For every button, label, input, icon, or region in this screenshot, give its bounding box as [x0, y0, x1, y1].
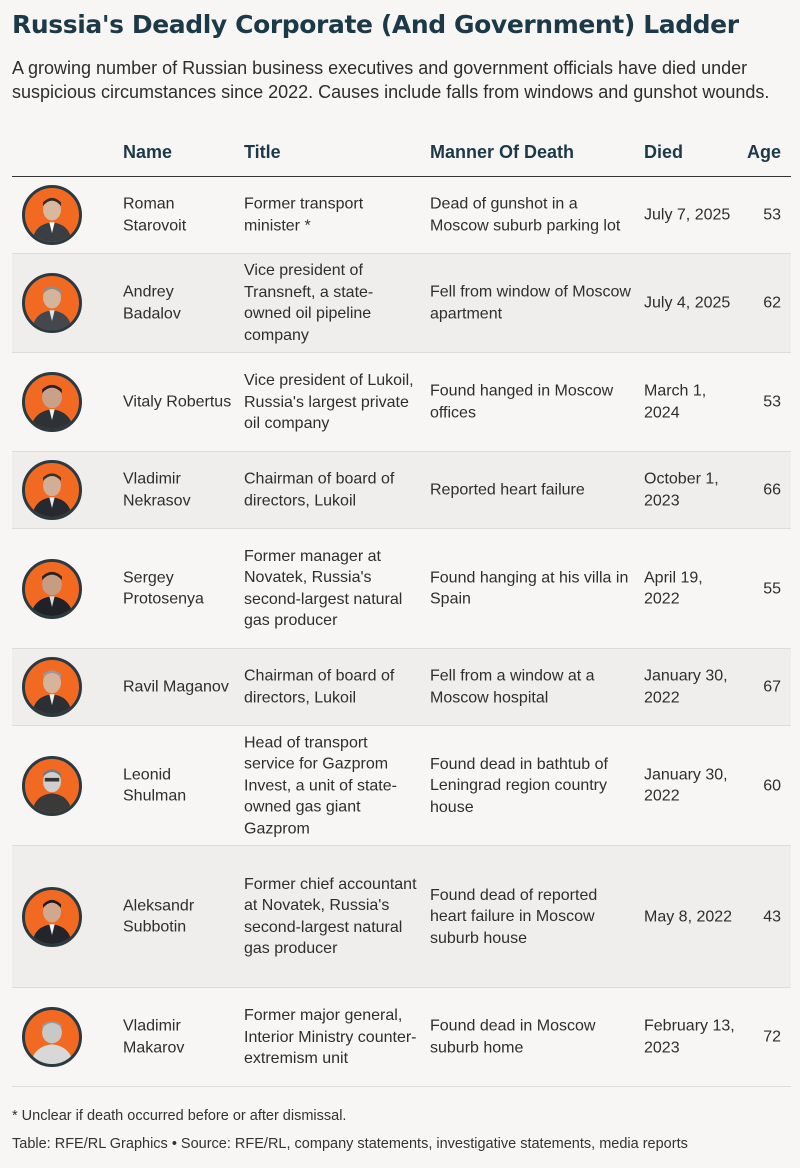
portrait-photo	[22, 558, 82, 619]
manner-of-death: Reported heart failure	[430, 481, 585, 499]
age-at-death: 53	[763, 206, 781, 224]
date-died: July 4, 2025	[644, 294, 731, 312]
portrait-photo	[22, 185, 82, 245]
portrait-photo	[22, 460, 82, 520]
column-header-died: Died	[644, 142, 684, 162]
person-name: Ravil Maganov	[123, 678, 229, 696]
deaths-table: Name Title Manner Of Death Died Age Roma…	[12, 138, 791, 1087]
manner-of-death: Dead of gunshot in a Moscow suburb parki…	[430, 195, 621, 235]
manner-of-death: Fell from window of Moscow apartment	[430, 283, 631, 323]
person-title: Chairman of board of directors, Lukoil	[244, 470, 395, 510]
person-title: Chairman of board of directors, Lukoil	[244, 667, 395, 707]
table-row: Vladimir Makarov Former major general, I…	[12, 988, 791, 1087]
person-name: Andrey Badalov	[123, 283, 181, 323]
column-header-title: Title	[244, 142, 281, 162]
date-died: January 30, 2022	[644, 667, 728, 707]
column-header-age: Age	[746, 142, 781, 162]
column-header-manner: Manner Of Death	[430, 142, 575, 162]
page-subtitle: A growing number of Russian business exe…	[12, 58, 770, 102]
person-title: Former chief accountant at Novatek, Russ…	[244, 875, 417, 958]
table-row: Roman Starovoit Former transport ministe…	[12, 177, 791, 254]
manner-of-death: Found dead of reported heart failure in …	[430, 886, 598, 947]
person-name: Vitaly Robertus	[123, 393, 232, 411]
source-credit: Table: RFE/RL Graphics • Source: RFE/RL,…	[12, 1136, 688, 1152]
person-title: Former transport minister *	[244, 195, 364, 235]
date-died: May 8, 2022	[644, 907, 733, 925]
table-row: Vladimir Nekrasov Chairman of board of d…	[12, 452, 791, 529]
person-name: Aleksandr Subbotin	[123, 897, 195, 936]
person-name: Vladimir Nekrasov	[123, 470, 191, 510]
person-title: Vice president of Transneft, a state-own…	[244, 262, 374, 344]
table-row: Vitaly Robertus Vice president of Lukoil…	[12, 353, 791, 452]
manner-of-death: Found dead in Moscow suburb home	[430, 1017, 596, 1057]
table-row: Andrey Badalov Vice president of Transne…	[12, 254, 791, 353]
age-at-death: 55	[763, 579, 781, 597]
portrait-photo	[22, 657, 82, 717]
table-row: Sergey Protosenya Former manager at Nova…	[12, 529, 791, 649]
person-name: Leonid Shulman	[123, 766, 187, 805]
manner-of-death: Fell from a window at a Moscow hospital	[430, 667, 595, 707]
portrait-photo	[22, 755, 82, 816]
age-at-death: 72	[763, 1028, 781, 1046]
portrait-photo	[22, 273, 82, 333]
portrait-photo	[22, 886, 82, 947]
age-at-death: 62	[763, 294, 781, 312]
footnote: * Unclear if death occurred before or af…	[12, 1108, 347, 1124]
date-died: March 1, 2024	[644, 382, 707, 422]
table-row: Ravil Maganov Chairman of board of direc…	[12, 649, 791, 726]
manner-of-death: Found hanged in Moscow offices	[430, 382, 614, 422]
manner-of-death: Found hanging at his villa in Spain	[430, 569, 629, 608]
person-title: Head of transport service for Gazprom In…	[244, 733, 397, 837]
person-title: Former manager at Novatek, Russia's seco…	[244, 547, 403, 630]
person-title: Former major general, Interior Ministry …	[244, 1006, 417, 1067]
table-row: Aleksandr Subbotin Former chief accounta…	[12, 846, 791, 988]
manner-of-death: Found dead in bathtub of Leningrad regio…	[430, 755, 608, 816]
portrait-photo	[22, 1007, 82, 1067]
person-name: Roman Starovoit	[123, 195, 187, 235]
date-died: February 13, 2023	[644, 1017, 735, 1057]
table-header: Name Title Manner Of Death Died Age	[12, 138, 791, 177]
date-died: January 30, 2022	[644, 766, 728, 805]
table-row: Leonid Shulman Head of transport service…	[12, 726, 791, 846]
age-at-death: 53	[763, 393, 781, 411]
date-died: October 1, 2023	[644, 470, 719, 510]
age-at-death: 43	[763, 907, 781, 925]
person-name: Sergey Protosenya	[123, 569, 204, 608]
page-title: Russia's Deadly Corporate (And Governmen…	[12, 10, 739, 39]
date-died: April 19, 2022	[644, 569, 703, 608]
age-at-death: 67	[763, 678, 781, 696]
person-title: Vice president of Lukoil, Russia's large…	[244, 371, 414, 432]
column-header-name: Name	[123, 142, 173, 162]
age-at-death: 60	[763, 776, 781, 794]
person-name: Vladimir Makarov	[123, 1017, 185, 1057]
portrait-photo	[22, 372, 82, 432]
date-died: July 7, 2025	[644, 206, 731, 224]
age-at-death: 66	[763, 481, 781, 499]
